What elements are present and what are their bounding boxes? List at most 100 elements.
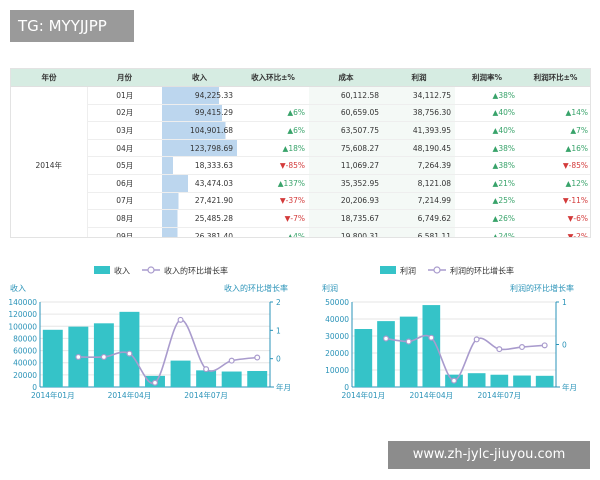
table-row: 09月 26,381.40 ▲4% 19,800.31 6,581.11 ▲24% ▼-2% xyxy=(11,227,590,237)
growth-point xyxy=(473,336,480,343)
y2-axis-title: 利润的环比增长率 xyxy=(510,283,574,293)
bar xyxy=(467,373,486,387)
bar xyxy=(490,374,509,387)
legend-bar-swatch xyxy=(94,266,110,274)
col-month: 月份 xyxy=(87,69,162,87)
legend-bar-label: 收入 xyxy=(114,266,130,276)
legend-bar-label: 利润 xyxy=(400,266,416,276)
profit-mom-cell: ▼-11% xyxy=(519,192,590,211)
margin-cell: ▲24% xyxy=(455,227,519,237)
y-axis-title: 收入 xyxy=(10,283,26,293)
cost-cell: 18,735.67 xyxy=(309,209,383,228)
y-tick-label: 30000 xyxy=(325,332,349,341)
profit-cell: 6,581.11 xyxy=(383,227,455,237)
growth-point xyxy=(428,334,435,341)
cost-cell: 75,608.27 xyxy=(309,139,383,158)
table-row: 08月 25,485.28 ▼-7% 18,735.67 6,749.62 ▲26% ▼-6… xyxy=(11,209,590,228)
y-tick-label: 0 xyxy=(32,383,37,392)
legend-line-label: 收入的环比增长率 xyxy=(164,266,228,276)
cost-cell: 60,112.58 xyxy=(309,86,383,105)
y-tick-label: 10000 xyxy=(325,366,349,375)
revenue-mom-cell: ▲6% xyxy=(237,104,309,123)
month-cell: 09月 xyxy=(87,227,162,237)
x-tick-label: 2014年04月 xyxy=(108,390,152,400)
table-row: 03月 104,901.68 ▲6% 63,507.75 41,393.95 ▲40% ▲7… xyxy=(11,121,590,140)
col-margin: 利润率% xyxy=(455,69,519,87)
revenue-cell: 94,225.33 xyxy=(162,86,237,105)
x-tick-label: 2014年01月 xyxy=(31,390,75,400)
legend-line-label: 利润的环比增长率 xyxy=(450,266,514,276)
x-axis-title: 年月 xyxy=(562,382,577,392)
legend-line-marker xyxy=(147,266,155,274)
growth-point xyxy=(254,354,261,361)
bar xyxy=(247,370,268,387)
revenue-cell: 18,333.63 xyxy=(162,156,237,175)
table-row: 04月 123,798.69 ▲18% 75,608.27 48,190.45 ▲38% ▲… xyxy=(11,139,590,158)
revenue-mom-cell: ▲4% xyxy=(237,227,309,237)
revenue-mom-cell: ▲6% xyxy=(237,121,309,140)
y2-tick-label: 1 xyxy=(276,326,281,335)
profit-cell: 38,756.30 xyxy=(383,104,455,123)
profit-mom-cell: ▲16% xyxy=(519,139,590,158)
y-tick-label: 60000 xyxy=(13,347,37,356)
growth-point xyxy=(100,353,107,360)
y-tick-label: 40000 xyxy=(13,359,37,368)
cost-cell: 35,352.95 xyxy=(309,174,383,193)
margin-cell: ▲40% xyxy=(455,121,519,140)
legend-bar-swatch xyxy=(380,266,396,274)
y-axis-title: 利润 xyxy=(322,283,338,293)
revenue-mom-cell: ▲137% xyxy=(237,174,309,193)
growth-point xyxy=(152,379,159,386)
y-tick-label: 20000 xyxy=(13,371,37,380)
profit-cell: 41,393.95 xyxy=(383,121,455,140)
table-row: 05月 18,333.63 ▼-85% 11,069.27 7,264.39 ▲38% ▼-… xyxy=(11,156,590,175)
bar xyxy=(513,375,531,387)
y-tick-label: 50000 xyxy=(325,298,349,307)
profit-mom-cell: ▼-85% xyxy=(519,156,590,175)
profit-mom-cell: ▲7% xyxy=(519,121,590,140)
revenue-cell: 99,415.29 xyxy=(162,104,237,123)
table-row: 02月 99,415.29 ▲6% 60,659.05 38,756.30 ▲40% ▲14… xyxy=(11,104,590,123)
month-cell: 05月 xyxy=(87,156,162,175)
growth-point xyxy=(496,346,503,353)
y2-tick-label: 0 xyxy=(276,355,281,364)
margin-cell: ▲21% xyxy=(455,174,519,193)
bar xyxy=(422,305,441,387)
watermark: www.zh-jylc-jiuyou.com xyxy=(388,441,590,469)
month-cell: 08月 xyxy=(87,209,162,228)
growth-line xyxy=(78,319,258,385)
profit-cell: 7,214.99 xyxy=(383,192,455,211)
revenue-cell: 27,421.90 xyxy=(162,192,237,211)
cost-cell: 20,206.93 xyxy=(309,192,383,211)
revenue-cell: 26,381.40 xyxy=(162,227,237,237)
growth-point xyxy=(203,366,210,373)
y-tick-label: 100000 xyxy=(8,322,37,331)
bar xyxy=(354,329,373,387)
month-cell: 03月 xyxy=(87,121,162,140)
month-cell: 04月 xyxy=(87,139,162,158)
y2-tick-label: 2 xyxy=(276,298,281,307)
col-revenue-mom: 收入环比±% xyxy=(237,69,309,87)
growth-point xyxy=(451,377,458,384)
bar xyxy=(399,316,418,387)
col-profit: 利润 xyxy=(383,69,455,87)
month-cell: 06月 xyxy=(87,174,162,193)
revenue-cell: 43,474.03 xyxy=(162,174,237,193)
cost-cell: 11,069.27 xyxy=(309,156,383,175)
growth-point xyxy=(519,344,526,351)
y2-tick-label: 0 xyxy=(562,341,567,350)
profit-cell: 6,749.62 xyxy=(383,209,455,228)
profit-mom-cell xyxy=(519,86,590,105)
x-tick-label: 2014年01月 xyxy=(342,390,386,400)
profit-mom-cell: ▼-2% xyxy=(519,227,590,237)
bar xyxy=(170,360,191,387)
revenue-mom-cell: ▼-7% xyxy=(237,209,309,228)
profit-mom-cell: ▲14% xyxy=(519,104,590,123)
x-tick-label: 2014年07月 xyxy=(478,390,522,400)
bar xyxy=(221,371,242,387)
cost-cell: 63,507.75 xyxy=(309,121,383,140)
month-cell: 02月 xyxy=(87,104,162,123)
profit-cell: 48,190.45 xyxy=(383,139,455,158)
growth-point xyxy=(75,353,82,360)
